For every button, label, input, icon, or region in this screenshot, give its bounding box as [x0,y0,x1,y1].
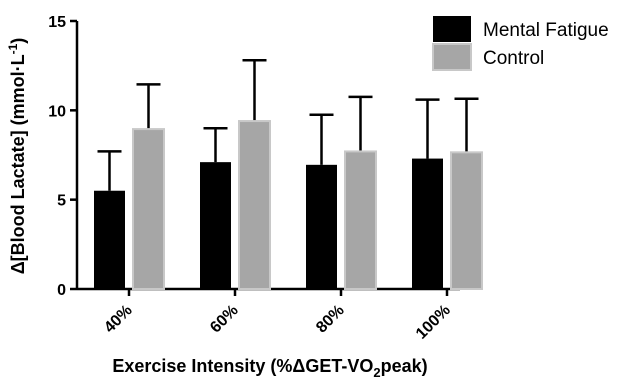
bar-mental-fatigue [306,164,337,289]
x-tick-label: 100% [413,302,454,343]
x-tick-label: 60% [207,302,242,337]
y-tick-label: 15 [48,14,66,31]
x-axis: 40% 60% 80% 100% [77,287,460,343]
y-tick-label: 0 [57,282,66,299]
legend-label-mental-fatigue: Mental Fatigue [483,20,609,41]
legend-swatch-mental-fatigue [433,16,471,42]
y-axis-title: Δ[Blood Lactate] (mmol·L-1) [6,38,28,275]
bar-control [344,150,377,290]
y-tick-label: 10 [48,103,66,120]
bar-control [132,128,165,290]
bar-control [238,120,271,291]
y-tick-label: 5 [57,193,66,210]
bar-series-group [94,59,483,291]
legend-label-control: Control [483,48,544,69]
y-axis: 0 5 10 15 [48,14,79,299]
bar-mental-fatigue [200,162,231,289]
bar-control [450,151,483,290]
bar-mental-fatigue [94,190,125,289]
legend: Mental Fatigue Control [432,16,609,71]
x-tick-label: 80% [313,302,348,337]
legend-swatch-control [432,43,472,71]
x-tick-label: 40% [101,302,136,337]
x-axis-title: Exercise Intensity (%ΔGET-VO2peak) [112,356,427,380]
bar-mental-fatigue [412,158,443,289]
